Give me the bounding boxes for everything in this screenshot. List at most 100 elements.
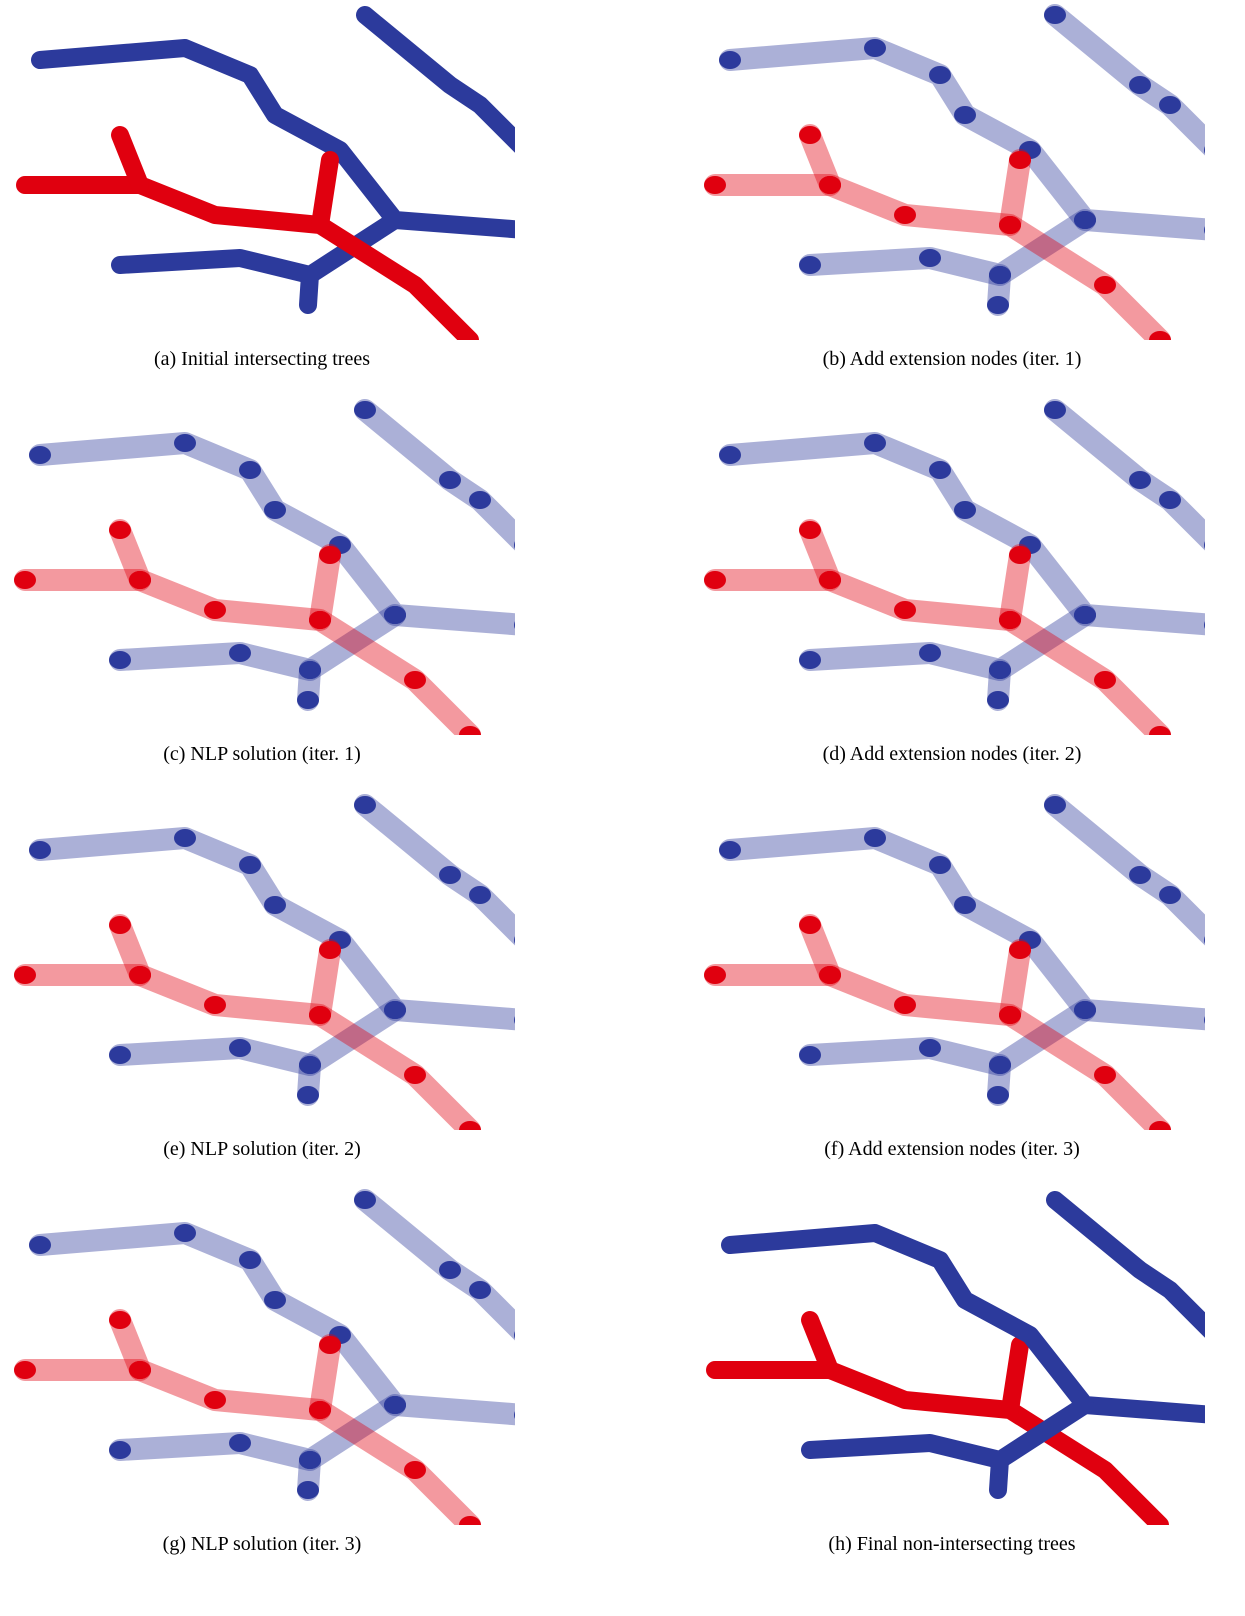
node bbox=[1074, 211, 1096, 229]
branch bbox=[1010, 160, 1020, 225]
node bbox=[819, 176, 841, 194]
node bbox=[384, 1001, 406, 1019]
branch bbox=[998, 1460, 1000, 1490]
caption: (g) NLP solution (iter. 3) bbox=[163, 1533, 362, 1555]
node bbox=[309, 611, 331, 629]
node bbox=[514, 1011, 536, 1029]
node bbox=[819, 571, 841, 589]
node bbox=[799, 651, 821, 669]
caption: (h) Final non-intersecting trees bbox=[828, 1533, 1075, 1555]
branch bbox=[1055, 1200, 1215, 1335]
node bbox=[799, 256, 821, 274]
panel: (f) Add extension nodes (iter. 3) bbox=[704, 796, 1226, 1160]
node bbox=[459, 726, 481, 744]
caption: (d) Add extension nodes (iter. 2) bbox=[823, 743, 1082, 765]
node bbox=[229, 644, 251, 662]
node bbox=[1159, 886, 1181, 904]
node bbox=[864, 434, 886, 452]
node bbox=[14, 966, 36, 984]
caption: (c) NLP solution (iter. 1) bbox=[163, 743, 361, 765]
caption: (e) NLP solution (iter. 2) bbox=[163, 1138, 361, 1160]
node bbox=[989, 661, 1011, 679]
node bbox=[894, 206, 916, 224]
node bbox=[864, 39, 886, 57]
node bbox=[799, 521, 821, 539]
node bbox=[894, 996, 916, 1014]
node bbox=[264, 1291, 286, 1309]
node bbox=[469, 1281, 491, 1299]
panel: (b) Add extension nodes (iter. 1) bbox=[704, 6, 1226, 370]
node bbox=[819, 966, 841, 984]
node bbox=[954, 501, 976, 519]
node bbox=[989, 1056, 1011, 1074]
branch bbox=[308, 275, 310, 305]
node bbox=[297, 1086, 319, 1104]
node bbox=[459, 1121, 481, 1139]
node bbox=[384, 606, 406, 624]
render bbox=[14, 796, 536, 1139]
node bbox=[109, 651, 131, 669]
node bbox=[719, 841, 741, 859]
node bbox=[1129, 866, 1151, 884]
node bbox=[384, 1396, 406, 1414]
node bbox=[319, 546, 341, 564]
node bbox=[1129, 76, 1151, 94]
panel: (e) NLP solution (iter. 2) bbox=[14, 796, 536, 1160]
node bbox=[354, 796, 376, 814]
node bbox=[354, 401, 376, 419]
node bbox=[1129, 471, 1151, 489]
render bbox=[704, 401, 1226, 744]
render bbox=[704, 6, 1226, 349]
node bbox=[204, 601, 226, 619]
node bbox=[299, 1056, 321, 1074]
caption: (a) Initial intersecting trees bbox=[154, 348, 370, 370]
node bbox=[404, 671, 426, 689]
panel: (c) NLP solution (iter. 1) bbox=[14, 401, 536, 765]
node bbox=[109, 1046, 131, 1064]
node bbox=[129, 966, 151, 984]
node bbox=[109, 916, 131, 934]
caption: (b) Add extension nodes (iter. 1) bbox=[823, 348, 1082, 370]
node bbox=[719, 446, 741, 464]
node bbox=[1204, 536, 1226, 554]
node bbox=[109, 521, 131, 539]
node bbox=[514, 1406, 536, 1424]
panel: (h) Final non-intersecting trees bbox=[715, 1200, 1215, 1555]
node bbox=[987, 296, 1009, 314]
node bbox=[954, 106, 976, 124]
node bbox=[174, 829, 196, 847]
node bbox=[1204, 616, 1226, 634]
branch bbox=[320, 555, 330, 620]
node bbox=[439, 471, 461, 489]
node bbox=[1044, 6, 1066, 24]
render bbox=[25, 15, 525, 340]
node bbox=[999, 1006, 1021, 1024]
node bbox=[469, 491, 491, 509]
node bbox=[1009, 546, 1031, 564]
node bbox=[299, 1451, 321, 1469]
node bbox=[229, 1039, 251, 1057]
node bbox=[297, 691, 319, 709]
branch bbox=[810, 1405, 1085, 1460]
node bbox=[929, 856, 951, 874]
node bbox=[1044, 401, 1066, 419]
node bbox=[704, 176, 726, 194]
node bbox=[894, 601, 916, 619]
node bbox=[239, 1251, 261, 1269]
node bbox=[1204, 141, 1226, 159]
node bbox=[1009, 941, 1031, 959]
branch bbox=[1010, 555, 1020, 620]
node bbox=[704, 571, 726, 589]
node bbox=[864, 829, 886, 847]
node bbox=[799, 1046, 821, 1064]
branch bbox=[1010, 1345, 1020, 1410]
node bbox=[129, 571, 151, 589]
node bbox=[404, 1461, 426, 1479]
branch bbox=[320, 1345, 330, 1410]
branch bbox=[1010, 950, 1020, 1015]
branch bbox=[320, 160, 330, 225]
branch bbox=[365, 15, 525, 150]
node bbox=[514, 536, 536, 554]
node bbox=[1044, 796, 1066, 814]
caption: (f) Add extension nodes (iter. 3) bbox=[824, 1138, 1080, 1160]
